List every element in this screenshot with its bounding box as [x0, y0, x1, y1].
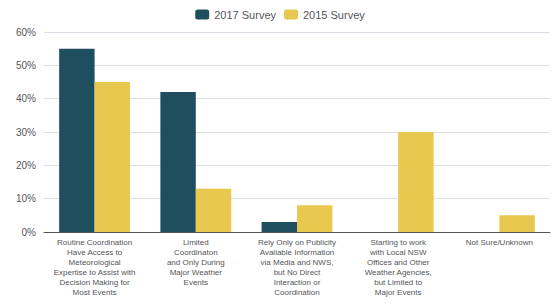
svg-text:Meteorological: Meteorological [69, 258, 121, 267]
svg-text:Decision Making for: Decision Making for [59, 278, 130, 287]
svg-text:via Media and NWS,: via Media and NWS, [261, 258, 334, 267]
svg-text:20%: 20% [16, 160, 36, 171]
svg-text:Expertise to Assist with: Expertise to Assist with [54, 268, 136, 277]
svg-text:Limited: Limited [183, 238, 209, 247]
svg-text:Most Events: Most Events [73, 288, 117, 297]
svg-text:40%: 40% [16, 93, 36, 104]
svg-text:Major Events: Major Events [375, 288, 422, 297]
svg-text:Major Weather: Major Weather [170, 268, 223, 277]
svg-text:50%: 50% [16, 60, 36, 71]
svg-text:but Limited to: but Limited to [374, 278, 423, 287]
svg-text:0%: 0% [22, 227, 37, 238]
svg-text:with Local NSW: with Local NSW [369, 248, 427, 257]
svg-text:Rely Only on Publicity: Rely Only on Publicity [258, 238, 336, 247]
svg-text:30%: 30% [16, 127, 36, 138]
svg-text:Have Access to: Have Access to [67, 248, 123, 257]
svg-text:Events: Events [184, 278, 208, 287]
svg-text:2017 Survey: 2017 Survey [214, 9, 276, 21]
svg-text:Offices and Other: Offices and Other [367, 258, 430, 267]
svg-text:and Only During: and Only During [167, 258, 225, 267]
svg-text:Coordinaton: Coordinaton [174, 248, 218, 257]
svg-text:Routine Coordination: Routine Coordination [57, 238, 132, 247]
svg-text:10%: 10% [16, 193, 36, 204]
svg-text:but No Direct: but No Direct [274, 268, 321, 277]
svg-text:Coordination: Coordination [274, 288, 319, 297]
svg-text:60%: 60% [16, 27, 36, 38]
svg-text:2015 Survey: 2015 Survey [303, 9, 365, 21]
svg-text:Available Information: Available Information [260, 248, 335, 257]
svg-text:Starting to work: Starting to work [370, 238, 427, 247]
svg-text:Weather Agencies,: Weather Agencies, [365, 268, 432, 277]
svg-text:Not Sure/Unknown: Not Sure/Unknown [466, 238, 533, 247]
svg-text:Interaction or: Interaction or [274, 278, 321, 287]
